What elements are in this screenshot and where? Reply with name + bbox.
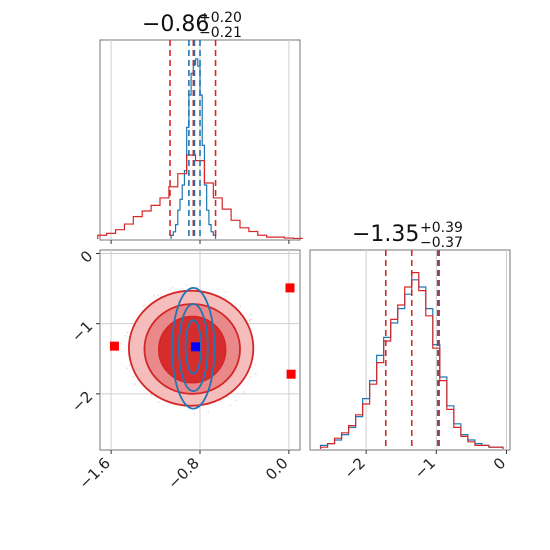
scatter-point — [157, 294, 159, 296]
scatter-point — [196, 286, 199, 288]
scatter-point — [254, 364, 257, 366]
scatter-point — [142, 305, 145, 307]
marker-2 — [109, 341, 119, 351]
scatter-point — [207, 410, 209, 413]
scatter-panel: −1.6 −0.8 0.0 0 −1 −2 — [68, 247, 301, 493]
histogram-panel-param2-title-sup: +0.39 — [420, 220, 463, 236]
scatter-point — [128, 364, 131, 367]
histogram-panel-param1-title-sub: −0.21 — [199, 25, 242, 41]
scatter-point — [150, 394, 153, 396]
scatter-point — [226, 396, 229, 398]
histogram-panel-param2-title-sub: −0.37 — [420, 235, 463, 251]
scatter-point — [219, 399, 221, 402]
scatter-point — [225, 290, 227, 293]
scatter-point — [239, 305, 242, 307]
histogram-panel-param1: −0.86 +0.20 −0.21 — [97, 10, 303, 244]
scatter-point — [171, 287, 174, 289]
x-tick-label: −1.6 — [75, 454, 113, 492]
scatter-point — [229, 404, 232, 407]
scatter-point — [250, 313, 252, 315]
histogram-panel-param2: −2 −1 0 −1.35 +0.39 −0.37 — [309, 220, 511, 482]
x-tick-label: 0 — [490, 454, 509, 473]
x-tick-label: 0.0 — [262, 454, 292, 484]
histogram-panel-param2-x-ticks: −2 −1 0 — [341, 450, 509, 482]
y-tick-label: −2 — [68, 387, 96, 415]
x-tick-label: −0.8 — [164, 454, 202, 492]
scatter-panel-x-ticks: −1.6 −0.8 0.0 — [75, 450, 292, 493]
histogram-panel-param2-title-main: −1.35 — [352, 222, 419, 247]
histogram-panel-param1-series — [97, 58, 303, 240]
scatter-point — [144, 304, 147, 306]
y-tick-label: 0 — [77, 247, 96, 266]
histogram-series-2 — [97, 154, 303, 240]
scatter-point — [255, 373, 257, 375]
scatter-point — [169, 289, 172, 291]
scatter-point — [193, 413, 196, 415]
scatter-point — [126, 367, 128, 369]
scatter-point — [243, 391, 245, 393]
scatter-point — [250, 318, 252, 320]
marker-4 — [191, 342, 201, 352]
scatter-point — [132, 376, 135, 378]
histogram-panel-param2-quantile-lines — [384, 250, 440, 450]
blue-contour-3 — [184, 319, 203, 375]
scatter-point — [153, 294, 155, 297]
scatter-point — [157, 401, 160, 403]
x-tick-label: −1 — [411, 454, 439, 482]
x-tick-label: −2 — [341, 454, 369, 482]
scatter-panel-markers — [109, 283, 296, 379]
marker-3 — [286, 369, 296, 379]
histogram-panel-param1-quantile-lines — [169, 40, 217, 240]
scatter-panel-y-ticks: 0 −1 −2 — [68, 247, 100, 416]
scatter-point — [185, 284, 187, 286]
marker-1 — [285, 283, 295, 293]
blue-contour-2 — [177, 303, 209, 392]
scatter-point — [126, 332, 129, 334]
histogram-series-2 — [319, 272, 504, 449]
scatter-point — [200, 288, 202, 291]
histogram-series-1 — [170, 58, 217, 239]
scatter-point — [249, 319, 251, 322]
scatter-point — [249, 376, 251, 378]
histogram-panel-param2-frame — [309, 249, 511, 451]
y-tick-label: −1 — [68, 317, 96, 345]
scatter-point — [125, 335, 127, 337]
histogram-panel-param1-title-main: −0.86 — [142, 12, 209, 37]
blue-contour-1 — [171, 286, 216, 410]
scatter-point — [234, 399, 237, 402]
histogram-panel-param2-gridlines — [365, 250, 507, 450]
scatter-point — [134, 383, 137, 385]
histogram-panel-param1-title-sup: +0.20 — [199, 10, 242, 26]
